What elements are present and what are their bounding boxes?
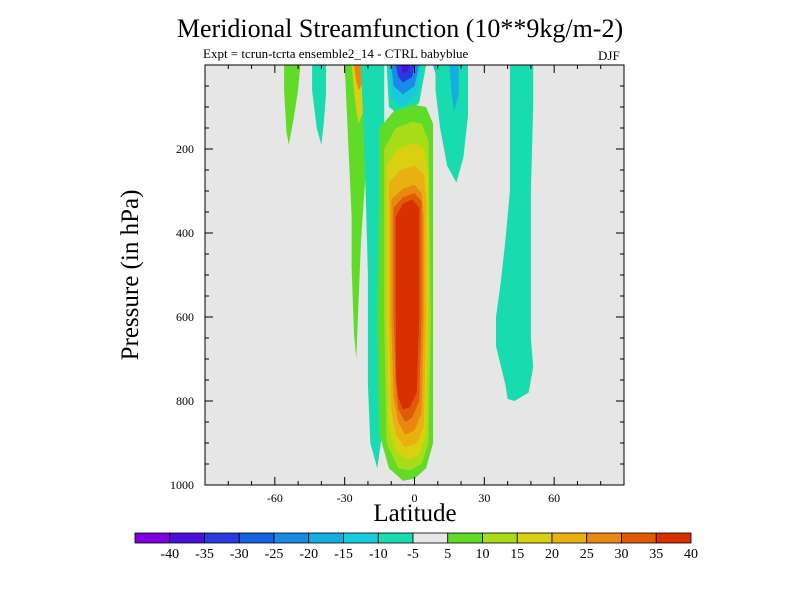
colorbar-swatch bbox=[447, 532, 483, 544]
colorbar-label: -15 bbox=[334, 547, 353, 562]
colorbar-swatch bbox=[621, 532, 657, 544]
colorbar-swatch bbox=[551, 532, 588, 544]
y-tick-label: 400 bbox=[176, 226, 194, 240]
chart-title: Meridional Streamfunction (10**9kg/m-2) bbox=[176, 14, 624, 43]
x-tick-label: 60 bbox=[548, 491, 560, 505]
x-tick-label: -60 bbox=[267, 491, 283, 505]
contour-sh-teal-small bbox=[312, 65, 326, 145]
colorbar-swatch bbox=[238, 532, 275, 544]
colorbar-label: 30 bbox=[615, 547, 629, 562]
colorbar-swatch bbox=[343, 532, 379, 544]
colorbar-swatch bbox=[655, 532, 692, 544]
colorbar-label: -35 bbox=[195, 547, 214, 562]
colorbar-label: 15 bbox=[510, 547, 524, 562]
contour-nh-teal-column bbox=[496, 65, 534, 401]
y-tick-label: 1000 bbox=[170, 478, 194, 492]
contour-eq-neg-4 bbox=[400, 65, 410, 74]
x-tick-label: -30 bbox=[337, 491, 353, 505]
contour-fills bbox=[284, 65, 534, 481]
colorbar-label: -20 bbox=[299, 547, 318, 562]
colorbar-label: 40 bbox=[684, 547, 698, 562]
colorbar-swatch bbox=[273, 532, 310, 544]
x-axis-label: Latitude bbox=[373, 500, 457, 527]
contour-sh-outer-green bbox=[284, 65, 301, 145]
colorbar-swatch bbox=[482, 532, 518, 544]
colorbar-swatch bbox=[134, 532, 171, 544]
colorbar-label: 35 bbox=[649, 547, 663, 562]
colorbar-swatch bbox=[169, 532, 205, 544]
y-tick-label: 200 bbox=[176, 142, 194, 156]
colorbar-swatch bbox=[308, 532, 344, 544]
contour-eq-neg-3 bbox=[395, 65, 415, 83]
contour-nh-teal-outer bbox=[435, 65, 468, 183]
colorbar-label: -25 bbox=[265, 547, 284, 562]
colorbar-label: -10 bbox=[369, 547, 388, 562]
colorbar-label: 25 bbox=[580, 547, 594, 562]
colorbar-swatch bbox=[204, 532, 240, 544]
colorbar-label: 10 bbox=[476, 547, 490, 562]
season-label: DJF bbox=[598, 48, 620, 63]
colorbar-swatch bbox=[412, 532, 449, 544]
colorbar-label: -40 bbox=[160, 547, 179, 562]
colorbar-label: 5 bbox=[444, 547, 451, 562]
colorbar-swatch bbox=[377, 532, 414, 544]
y-tick-label: 800 bbox=[176, 394, 194, 408]
colorbar-label: -30 bbox=[230, 547, 249, 562]
y-tick-label: 600 bbox=[176, 310, 194, 324]
colorbar-swatch bbox=[516, 532, 553, 544]
contour-main-pos-35 bbox=[395, 199, 420, 410]
contour-nh-blue-inner bbox=[449, 65, 459, 112]
colorbar: -40 -35 -30 -25 -20 -15 -10 -5 5 10 15 20 25 30 35 40 bbox=[134, 532, 698, 562]
colorbar-label: -5 bbox=[407, 547, 419, 562]
axis-ticks: -60 -30 0 30 60 200 400 600 800 1000 bbox=[170, 65, 624, 505]
colorbar-label: 20 bbox=[545, 547, 559, 562]
colorbar-swatch bbox=[586, 532, 622, 544]
x-tick-label: 30 bbox=[478, 491, 490, 505]
chart-subtitle: Expt = tcrun-tcrta ensemble2_14 - CTRL b… bbox=[203, 46, 469, 61]
x-tick-label: 0 bbox=[412, 491, 418, 505]
